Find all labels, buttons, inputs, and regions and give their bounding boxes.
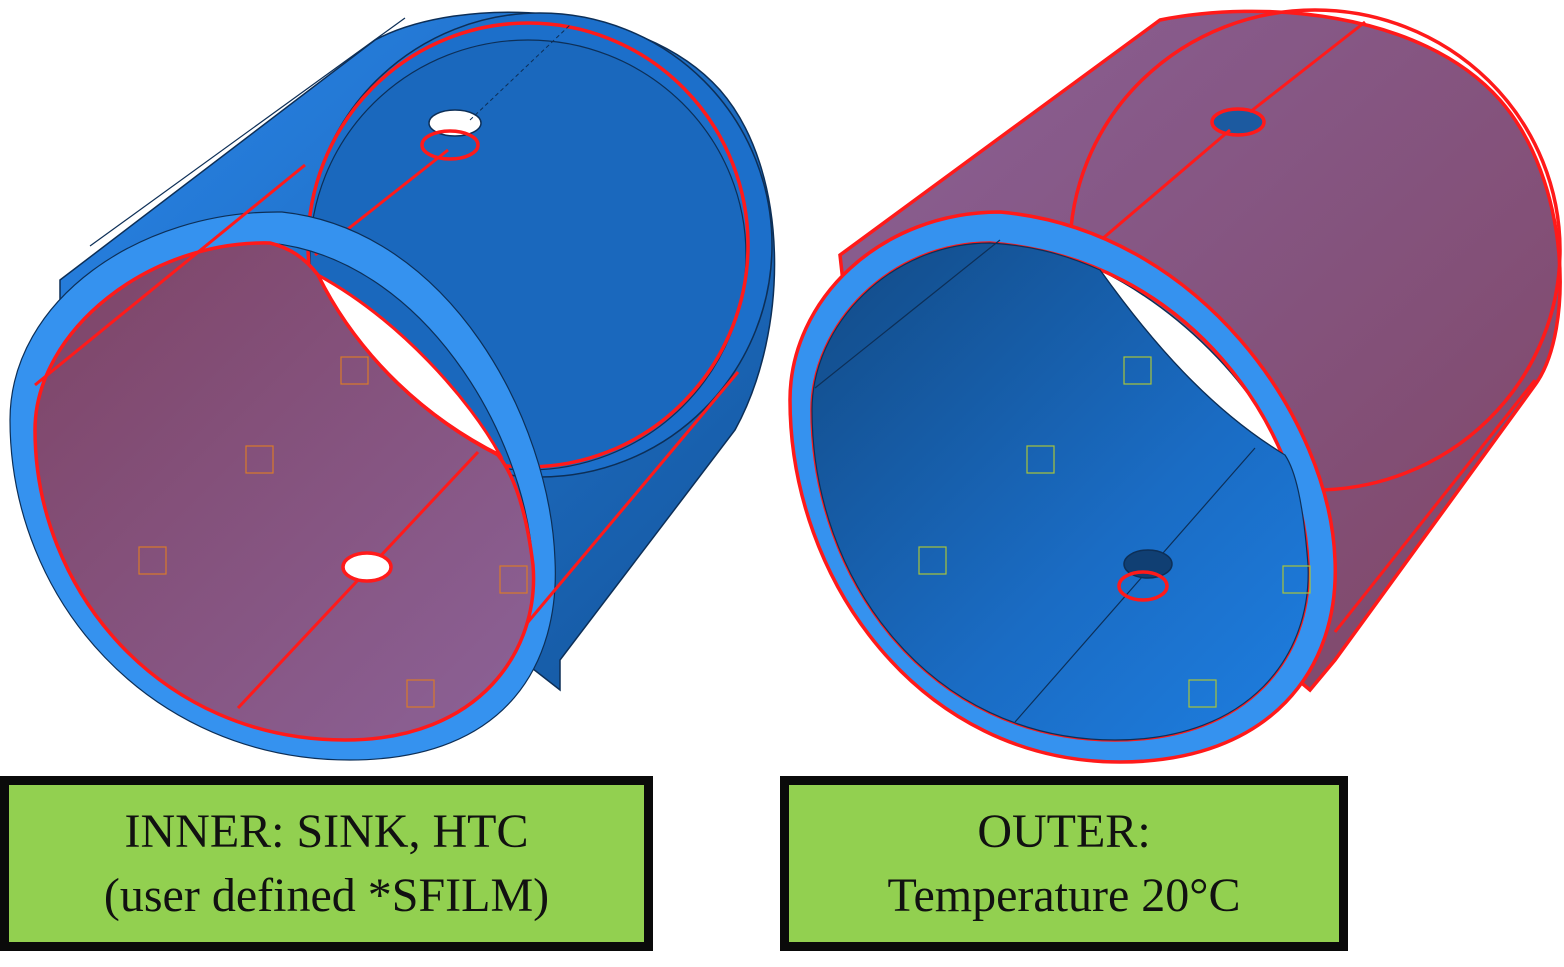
inner-label-box: INNER: SINK, HTC (user defined *SFILM): [0, 776, 653, 951]
right-lower-hole-edge: [1117, 570, 1169, 602]
left-lower-hole: [341, 551, 393, 583]
outer-label-line1: OUTER:: [977, 804, 1151, 858]
left-upper-hole-edge: [420, 129, 480, 161]
left-upper-hole: [428, 109, 482, 137]
left-inner-surface[interactable]: [33, 241, 536, 742]
right-inner-surface: [811, 242, 1309, 741]
right-facet-markers: [918, 356, 1311, 708]
left-top-seam: [89, 17, 406, 247]
inner-label-line2: (user defined *SFILM): [103, 868, 550, 922]
outer-label-line2: Temperature 20°C: [887, 868, 1241, 922]
outer-label-box: OUTER: Temperature 20°C: [780, 776, 1348, 951]
right-cylinder: [788, 8, 1562, 764]
left-cylinder: [9, 11, 776, 761]
right-upper-hole: [1210, 107, 1266, 137]
left-facet-markers: [138, 356, 528, 708]
inner-label-line1: INNER: SINK, HTC: [124, 804, 529, 858]
